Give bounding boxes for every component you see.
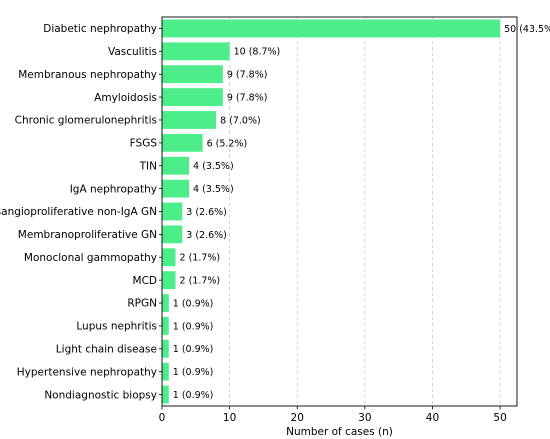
bar xyxy=(162,362,169,381)
data-label: 2 (1.7%) xyxy=(180,253,221,264)
category-label: Monoclonal gammopathy xyxy=(24,252,157,264)
bar xyxy=(162,271,176,290)
bar xyxy=(162,294,169,312)
data-label: 1 (0.9%) xyxy=(173,390,214,401)
x-tick-label: 20 xyxy=(291,412,304,424)
category-label: RPGN xyxy=(127,298,157,310)
bar xyxy=(162,225,183,244)
category-label: Vasculitis xyxy=(108,46,157,58)
category-label: Nondiagnostic biopsy xyxy=(44,389,157,401)
bar xyxy=(162,339,169,358)
data-label: 1 (0.9%) xyxy=(173,367,214,378)
bar xyxy=(162,19,501,38)
category-label: Light chain disease xyxy=(56,343,157,355)
bar xyxy=(162,133,203,152)
x-tick-label: 30 xyxy=(358,412,371,424)
data-labels: 50 (43.5%) 10 (8.7%) 9 (7.8%) 9 (7.8%) 8 (7.… xyxy=(173,24,550,401)
category-label: MCD xyxy=(133,275,157,287)
data-label: 6 (5.2%) xyxy=(207,138,248,149)
category-label: Chronic glomerulonephritis xyxy=(15,115,157,127)
bar xyxy=(162,248,176,267)
axes: 0 10 20 30 40 50 xyxy=(159,16,518,424)
data-label: 2 (1.7%) xyxy=(180,276,221,287)
data-label: 4 (3.5%) xyxy=(193,184,234,195)
category-label: IgA nephropathy xyxy=(70,183,157,195)
bar xyxy=(162,111,217,129)
plot-frame xyxy=(161,16,518,407)
category-label: Hypertensive nephropathy xyxy=(17,366,157,378)
category-label: FSGS xyxy=(130,138,158,150)
bar xyxy=(162,202,183,221)
bar xyxy=(162,316,169,335)
data-label: 1 (0.9%) xyxy=(173,344,214,355)
bars xyxy=(162,19,501,404)
category-label: TIN xyxy=(139,160,157,172)
bar xyxy=(162,88,223,107)
data-label: 8 (7.0%) xyxy=(220,115,261,126)
bar xyxy=(162,65,223,84)
bar xyxy=(162,156,190,175)
data-label: 1 (0.9%) xyxy=(173,298,214,309)
data-label: 9 (7.8%) xyxy=(227,70,268,81)
x-tick-label: 50 xyxy=(493,412,506,424)
x-tick-label: 40 xyxy=(426,412,439,424)
category-label: Membranous nephropathy xyxy=(18,69,157,81)
bar xyxy=(162,385,169,404)
data-label: 9 (7.8%) xyxy=(227,92,268,103)
data-label: 3 (2.6%) xyxy=(186,230,227,241)
category-label: Lupus nephritis xyxy=(76,321,157,333)
data-label: 3 (2.6%) xyxy=(186,207,227,218)
bar xyxy=(162,179,190,198)
x-tick-label: 10 xyxy=(223,412,236,424)
bar xyxy=(162,42,230,61)
data-label: 50 (43.5%) xyxy=(504,24,550,35)
data-label: 1 (0.9%) xyxy=(173,321,214,332)
category-label: Mesangioproliferative non-IgA GN xyxy=(0,206,157,218)
data-label: 4 (3.5%) xyxy=(193,161,234,172)
category-label: Membranoproliferative GN xyxy=(18,229,157,241)
data-label: 10 (8.7%) xyxy=(234,47,281,58)
x-axis-label: Number of cases (n) xyxy=(286,426,393,438)
x-tick-label: 0 xyxy=(159,412,166,424)
category-labels: Diabetic nephropathy Vasculitis Membranous… xyxy=(0,23,157,401)
category-label: Amyloidosis xyxy=(94,92,157,104)
category-label: Diabetic nephropathy xyxy=(43,23,157,35)
